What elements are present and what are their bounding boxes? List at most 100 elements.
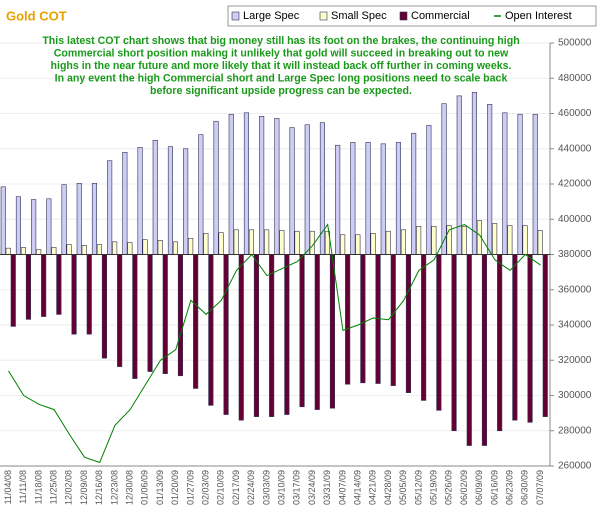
bar (203, 233, 209, 255)
bar (117, 254, 123, 367)
legend-swatch (399, 11, 408, 21)
bar (66, 244, 72, 255)
x-tick-label: 01/20/09 (170, 470, 180, 505)
x-tick-label: 06/16/09 (489, 470, 499, 505)
bar (542, 254, 548, 417)
bar (274, 118, 280, 255)
bar (355, 234, 361, 255)
x-tick-label: 04/21/09 (368, 470, 378, 505)
bar (198, 134, 204, 255)
x-tick-label: 02/24/09 (246, 470, 256, 505)
x-tick-label: 04/14/09 (352, 470, 362, 505)
bar (76, 182, 82, 255)
bar (193, 254, 199, 389)
x-tick-label: 04/28/09 (383, 470, 393, 505)
bar (233, 229, 239, 255)
x-tick-label: 05/26/09 (444, 470, 454, 505)
bar (487, 104, 493, 255)
x-tick-label: 12/16/08 (94, 470, 104, 505)
bar (157, 240, 163, 255)
bar (10, 254, 16, 327)
bar (309, 230, 315, 255)
bar (122, 151, 128, 255)
x-tick-label: 11/18/08 (33, 470, 43, 504)
bar (350, 142, 356, 255)
bar (137, 147, 143, 255)
y2-tick-label: 280000 (558, 425, 592, 436)
bar (431, 226, 437, 255)
legend-label: Commercial (411, 10, 470, 22)
bar (370, 233, 376, 255)
y2-tick-label: 380000 (558, 249, 592, 260)
bar (61, 184, 67, 255)
bar (492, 223, 498, 255)
y2-tick-label: 460000 (558, 108, 592, 119)
bar (294, 230, 300, 255)
bar (461, 226, 467, 255)
legend-swatch (231, 11, 240, 21)
chart-title: Gold COT (6, 8, 67, 23)
y2-tick-label: 440000 (558, 143, 592, 154)
bar (441, 103, 447, 255)
y2-tick-label: 260000 (558, 461, 592, 472)
bar (466, 254, 472, 446)
x-tick-label: 12/23/08 (109, 470, 119, 505)
bar (36, 249, 42, 255)
bar (71, 254, 77, 335)
x-tick-label: 02/10/09 (216, 470, 226, 505)
bar (527, 254, 533, 423)
annotation: In any event the high Commercial short a… (55, 73, 508, 85)
y2-tick-label: 420000 (558, 179, 592, 190)
bar (365, 142, 371, 255)
bar (426, 125, 432, 255)
bar (81, 245, 87, 255)
x-tick-label: 03/24/09 (307, 470, 317, 505)
bar (25, 254, 32, 320)
bar (112, 241, 118, 255)
bar (289, 127, 295, 255)
legend-swatch (319, 11, 328, 21)
x-tick-label: 01/06/09 (140, 470, 150, 505)
bar (243, 112, 249, 255)
bar (46, 198, 52, 255)
legend-box (227, 5, 597, 27)
bar (421, 254, 427, 401)
bar (259, 116, 265, 255)
y2-tick-label: 340000 (558, 320, 592, 331)
bar (385, 230, 391, 255)
bar (96, 244, 102, 255)
legend-label: Open Interest (505, 10, 572, 22)
bar (436, 254, 442, 411)
bar (502, 112, 508, 255)
x-tick-label: 05/12/09 (413, 470, 423, 505)
legend-label: Large Spec (243, 10, 300, 22)
bar (416, 226, 422, 255)
bar (172, 241, 178, 255)
x-tick-label: 06/30/09 (520, 470, 530, 505)
bar (31, 199, 37, 255)
bar (522, 225, 528, 255)
bar (279, 230, 285, 255)
x-tick-label: 02/17/09 (231, 470, 241, 505)
bar (223, 254, 229, 415)
bar (218, 232, 224, 255)
bar (411, 132, 417, 255)
bar (390, 254, 396, 386)
x-tick-label: 05/19/09 (428, 470, 438, 505)
bar (132, 254, 138, 379)
bar (177, 254, 183, 377)
bar (269, 254, 275, 417)
bar (340, 234, 346, 255)
line (8, 223, 541, 464)
x-tick-label: 12/30/08 (124, 470, 134, 505)
bar (20, 247, 27, 255)
x-tick-label: 06/09/09 (474, 470, 484, 505)
legend-label: Small Spec (331, 10, 387, 22)
bar (512, 254, 518, 421)
bar (208, 254, 214, 406)
bar (329, 254, 336, 409)
bar (284, 254, 290, 415)
bar (91, 182, 97, 255)
x-tick-label: 01/27/09 (185, 470, 195, 505)
